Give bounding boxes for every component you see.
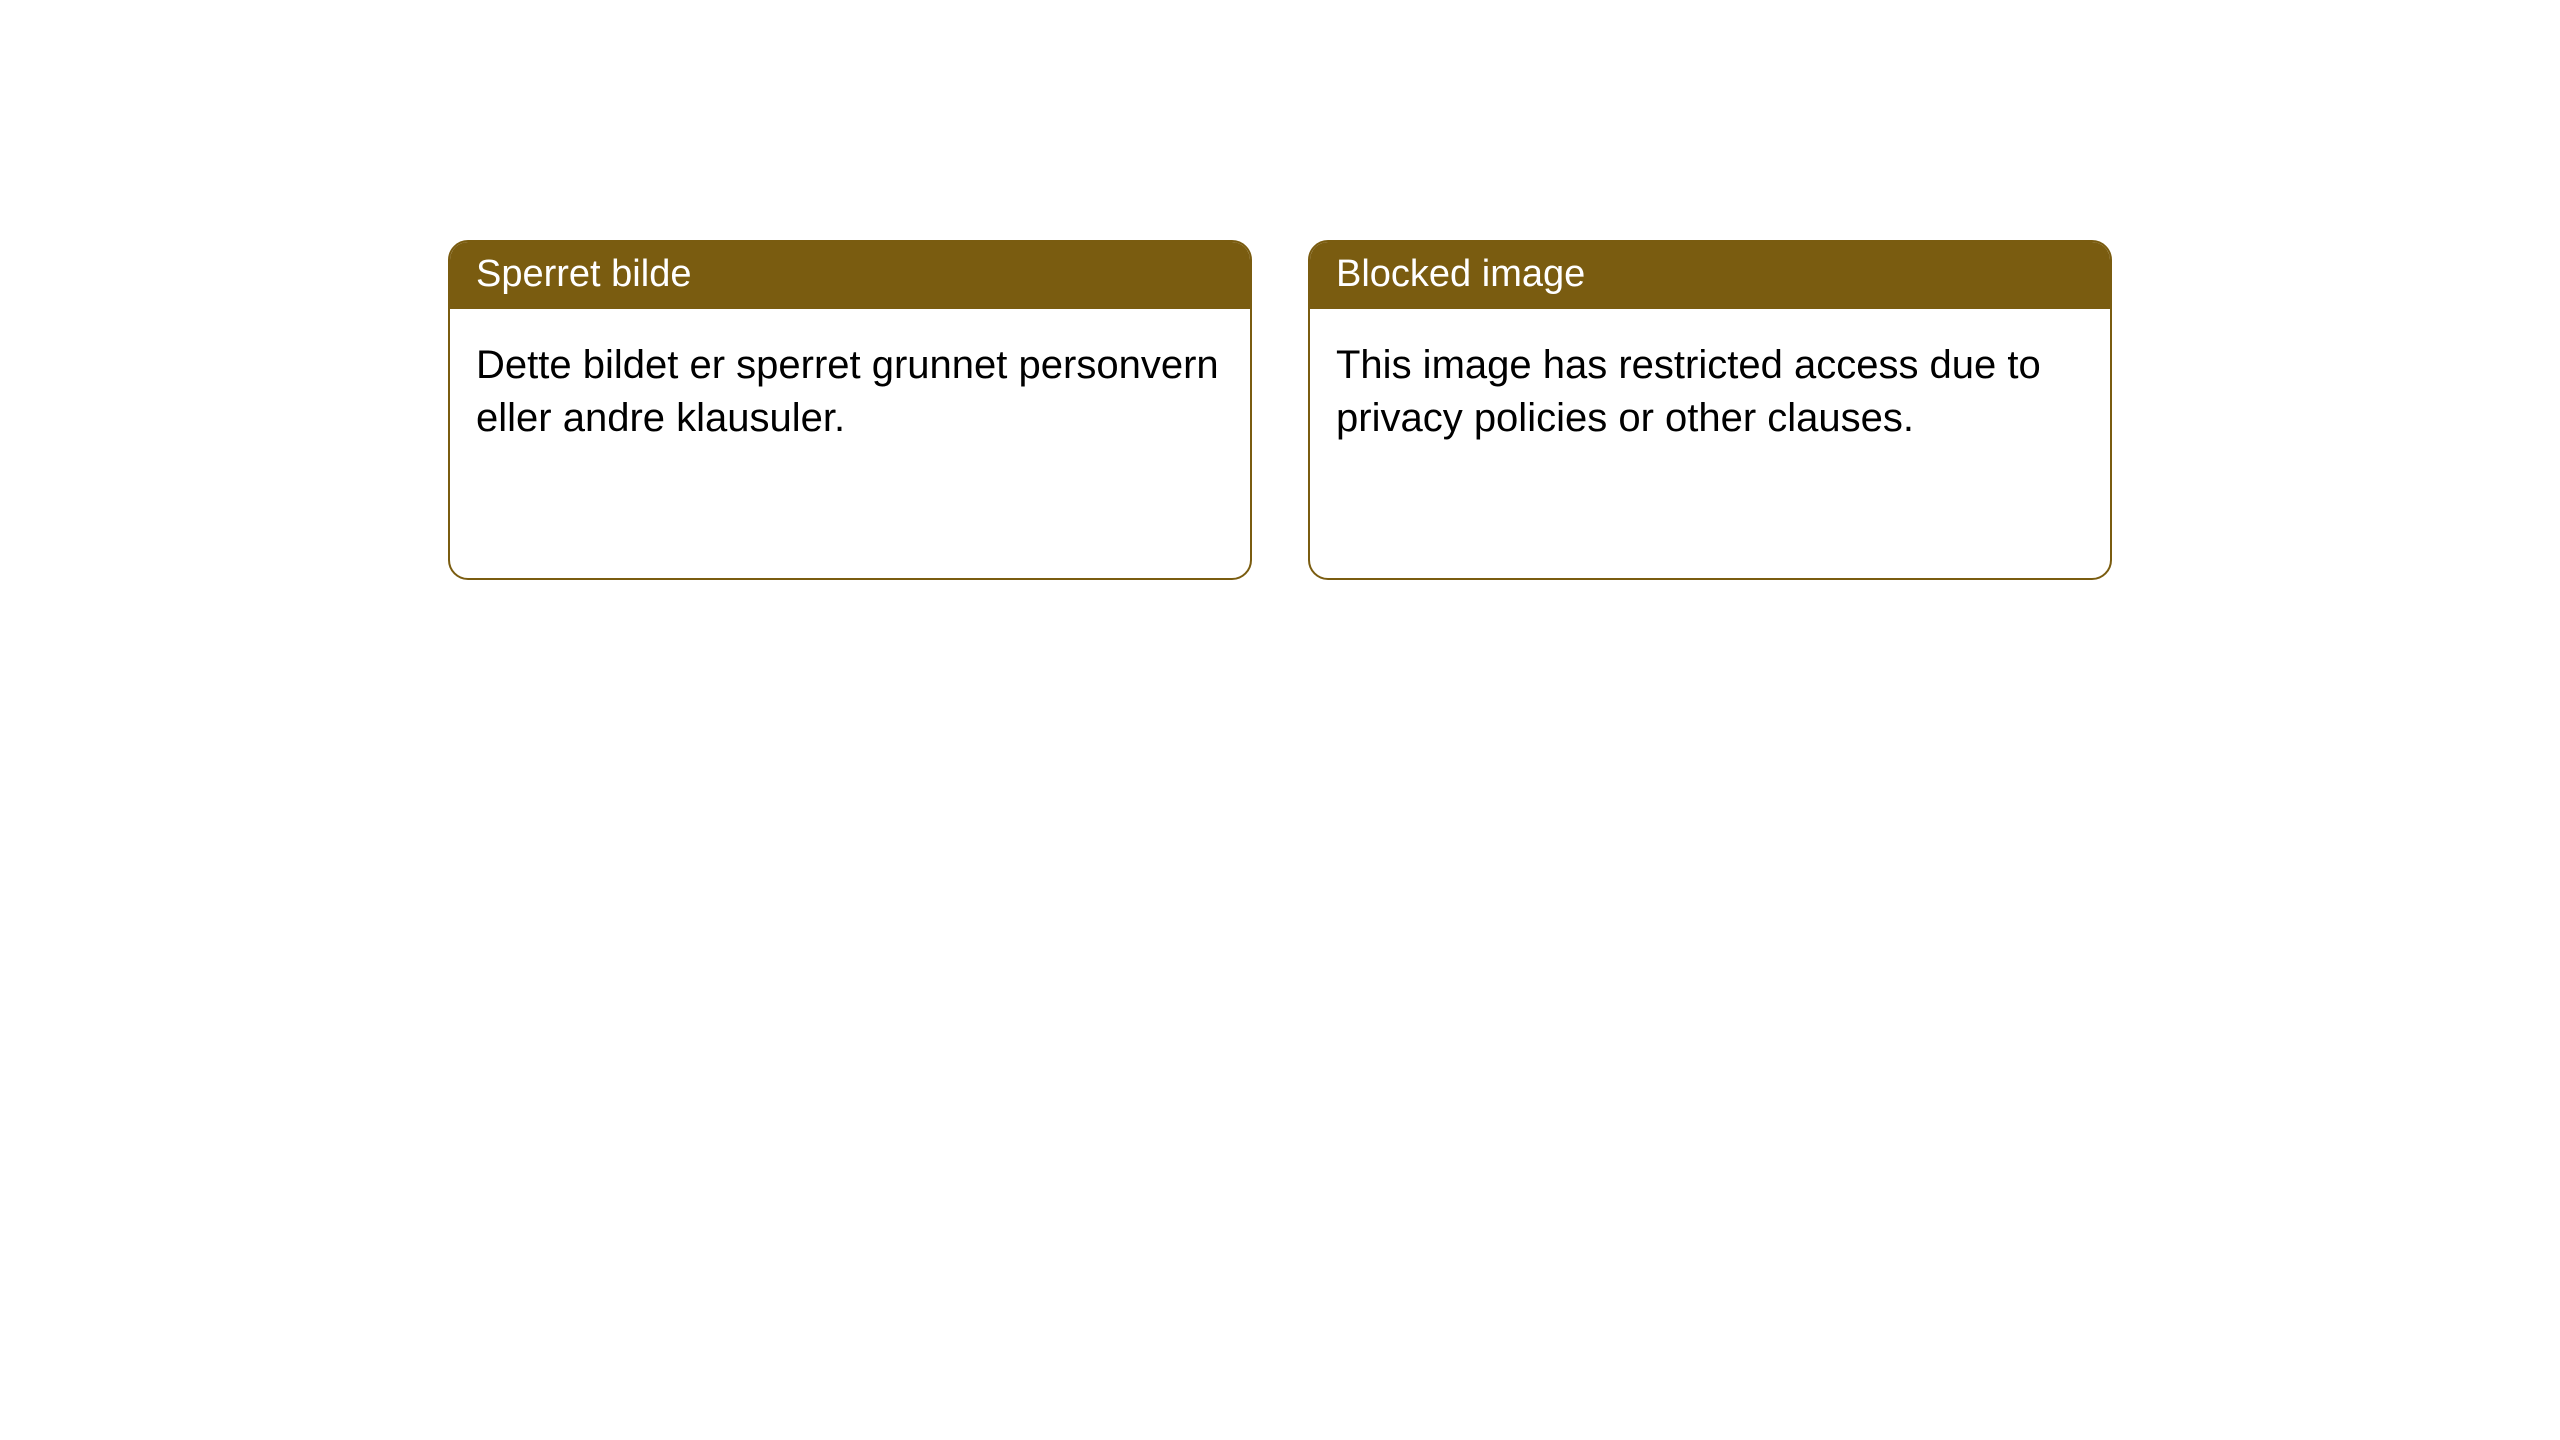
notice-body: This image has restricted access due to … (1310, 309, 2110, 475)
notice-header: Sperret bilde (450, 242, 1250, 309)
notice-container: Sperret bilde Dette bildet er sperret gr… (448, 240, 2560, 580)
notice-card-english: Blocked image This image has restricted … (1308, 240, 2112, 580)
notice-card-norwegian: Sperret bilde Dette bildet er sperret gr… (448, 240, 1252, 580)
notice-body: Dette bildet er sperret grunnet personve… (450, 309, 1250, 475)
notice-header: Blocked image (1310, 242, 2110, 309)
